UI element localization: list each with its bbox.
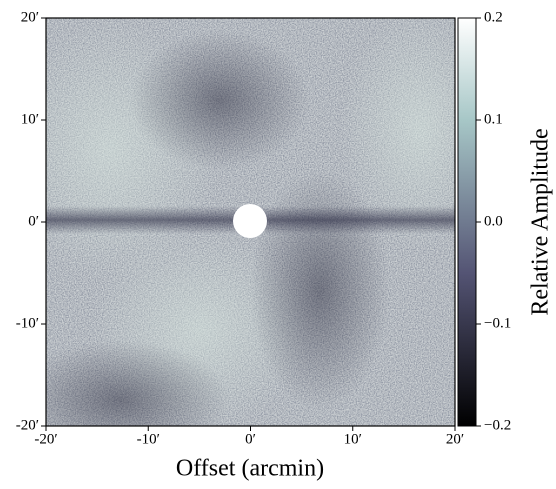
x-tick-label: 0′ [245, 431, 256, 447]
x-tick-label: 10′ [344, 431, 362, 447]
colorbar-title: Relative Amplitude [528, 128, 554, 315]
y-tick-label: -20′ [16, 417, 39, 433]
y-tick-label: 10′ [21, 111, 39, 127]
colorbar [457, 17, 477, 427]
y-tick-label: 20′ [21, 9, 39, 25]
colorbar-tick-label: −0.2 [484, 417, 511, 433]
colorbar-tick-label: −0.1 [484, 315, 511, 331]
source-spot [233, 204, 267, 238]
x-tick-label: -10′ [137, 431, 160, 447]
x-tick-label: -20′ [34, 431, 57, 447]
colorbar-tick-label: 0.2 [484, 9, 503, 25]
colorbar-tick-label: 0.0 [484, 213, 503, 229]
x-axis-title: Offset (arcmin) [176, 456, 324, 482]
x-tick-label: 20′ [446, 431, 464, 447]
y-tick-label: -10′ [16, 315, 39, 331]
colorbar-tick-label: 0.1 [484, 111, 503, 127]
y-tick-label: 0′ [28, 213, 39, 229]
heatmap-image [46, 18, 455, 426]
